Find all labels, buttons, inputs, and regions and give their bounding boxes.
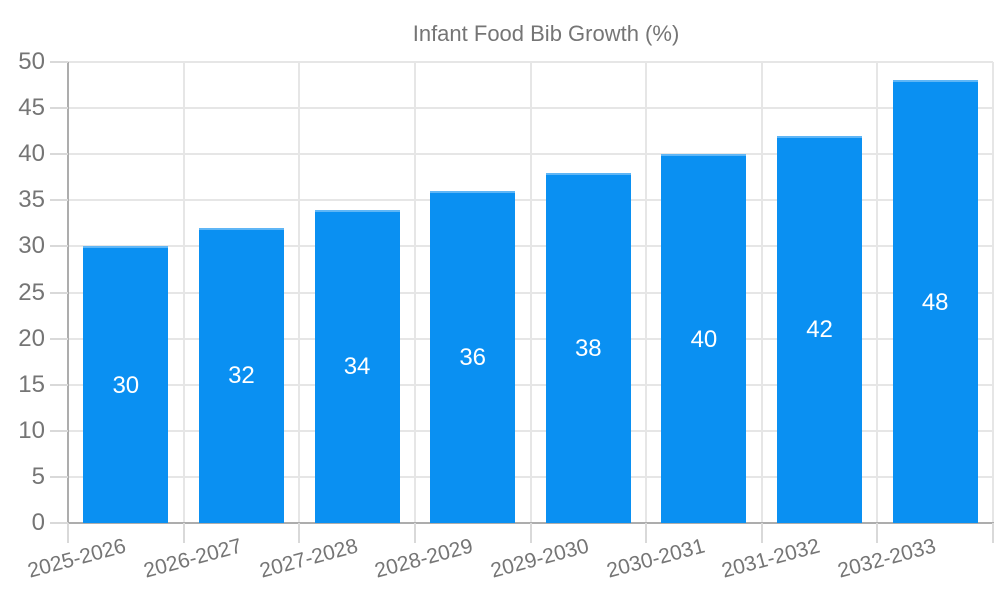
y-tick-label: 20 xyxy=(18,324,45,352)
bar-value-label: 36 xyxy=(459,344,487,372)
legend-swatch-icon[interactable] xyxy=(321,23,401,46)
gridline-vertical xyxy=(760,62,763,523)
x-tick-label: 2026-2027 xyxy=(141,534,245,583)
y-tick-mark xyxy=(50,429,68,432)
x-tick-label: 2030-2031 xyxy=(603,534,707,583)
y-tick-label: 15 xyxy=(18,370,45,398)
legend-label[interactable]: Infant Food Bib Growth (%) xyxy=(412,21,680,46)
bar: 40 xyxy=(661,154,747,523)
bar: 38 xyxy=(545,172,631,523)
x-tick-mark xyxy=(529,523,532,543)
y-tick-label: 45 xyxy=(18,94,45,122)
x-tick-label: 2028-2029 xyxy=(372,534,476,583)
y-tick-label: 35 xyxy=(18,186,45,214)
gridline-vertical xyxy=(298,62,301,523)
x-tick-label: 2032-2033 xyxy=(835,534,939,583)
bar: 34 xyxy=(314,209,400,523)
gridline-vertical xyxy=(413,62,416,523)
bar: 30 xyxy=(83,246,169,523)
y-tick-mark xyxy=(50,245,68,248)
bar-value-label: 48 xyxy=(921,288,949,316)
y-tick-mark xyxy=(50,199,68,202)
y-tick-label: 10 xyxy=(18,416,45,444)
bar-value-label: 42 xyxy=(806,316,833,344)
y-tick-label: 50 xyxy=(18,48,45,75)
y-tick-label: 5 xyxy=(31,462,45,490)
x-tick-mark xyxy=(413,523,416,543)
gridline-vertical xyxy=(876,62,879,523)
bar: 42 xyxy=(777,135,863,523)
bar-value-label: 32 xyxy=(228,362,255,390)
bar: 32 xyxy=(198,227,284,523)
y-tick-label: 40 xyxy=(18,140,45,168)
bar-value-label: 30 xyxy=(112,371,140,399)
y-tick-mark xyxy=(50,383,68,386)
y-tick-label: 30 xyxy=(18,232,45,260)
x-tick-label: 2027-2028 xyxy=(256,534,360,583)
x-tick-mark xyxy=(182,523,185,543)
bar: 48 xyxy=(892,80,978,523)
bar: 36 xyxy=(430,191,516,523)
x-tick-mark xyxy=(760,523,763,543)
x-tick-mark xyxy=(298,523,301,543)
y-tick-mark xyxy=(50,475,68,478)
y-tick-mark xyxy=(50,522,68,524)
bar-value-label: 34 xyxy=(343,353,371,381)
bar-value-label: 40 xyxy=(690,325,718,353)
y-tick-mark xyxy=(50,153,68,156)
gridline-vertical xyxy=(529,62,532,523)
x-tick-label: 2025-2026 xyxy=(25,534,129,583)
y-tick-mark xyxy=(50,61,68,63)
x-tick-mark xyxy=(992,523,994,543)
gridline-vertical xyxy=(992,62,994,523)
bar-value-label: 38 xyxy=(574,334,602,362)
y-tick-mark xyxy=(50,291,68,294)
x-tick-label: 2031-2032 xyxy=(719,534,823,583)
y-axis-line xyxy=(67,62,69,523)
gridline-vertical xyxy=(645,62,648,523)
x-tick-mark xyxy=(67,523,69,543)
gridline-vertical xyxy=(182,62,185,523)
y-tick-label: 0 xyxy=(31,509,45,536)
y-tick-mark xyxy=(50,337,68,340)
y-tick-mark xyxy=(50,107,68,110)
y-tick-label: 25 xyxy=(18,278,45,306)
x-tick-label: 2029-2030 xyxy=(488,534,592,583)
legend: Infant Food Bib Growth (%) xyxy=(0,21,1000,47)
x-tick-mark xyxy=(876,523,879,543)
x-tick-mark xyxy=(645,523,648,543)
